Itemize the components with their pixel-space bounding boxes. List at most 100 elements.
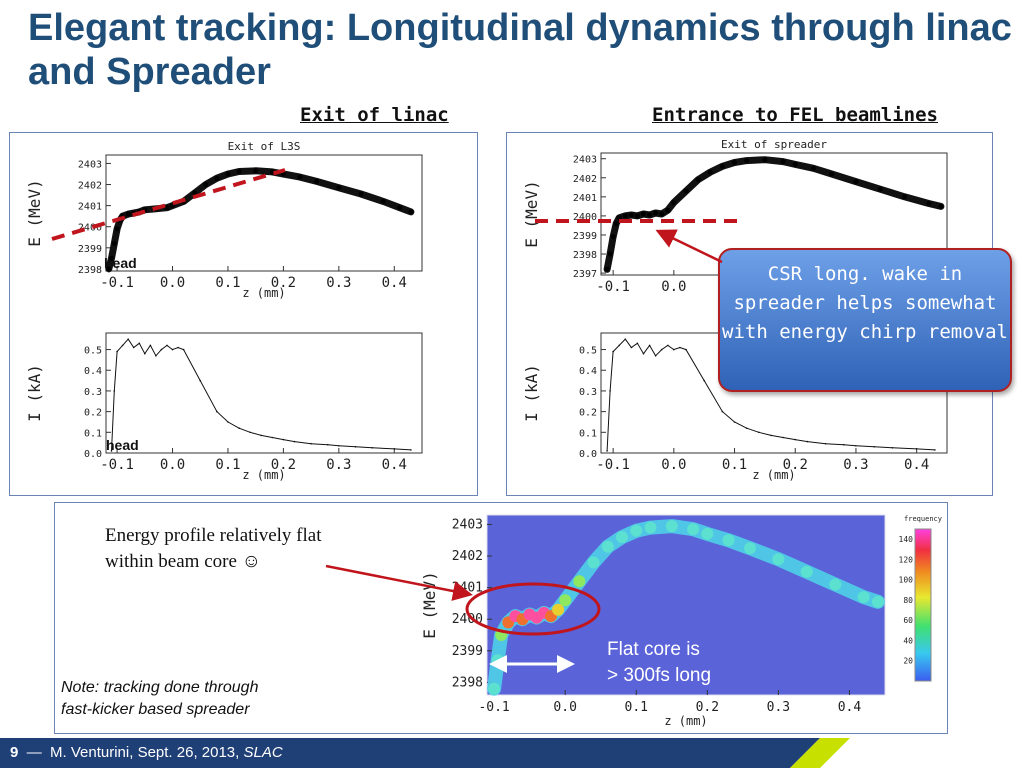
x-tick-label: 0.1 [215, 457, 240, 473]
phase-space-point [613, 221, 619, 226]
current-profile-point [703, 379, 705, 382]
current-profile-point [733, 421, 736, 423]
phase-space-point [336, 185, 342, 191]
y-tick-label: 2402 [452, 549, 483, 564]
phase-space-point [610, 234, 616, 240]
y-tick-label: 2402 [78, 181, 102, 192]
y-tick-label: 0.3 [579, 387, 597, 398]
current-profile-point [127, 338, 129, 340]
current-profile-point [630, 346, 633, 349]
phase-space-point [604, 266, 610, 272]
y-tick-label: 0.3 [84, 387, 102, 398]
x-tick-label: 0.4 [382, 457, 407, 473]
heatmap-cell [630, 524, 643, 537]
current-profile-point [371, 447, 373, 449]
current-profile-point [915, 448, 918, 450]
x-tick-label: 0.1 [625, 700, 648, 715]
energy-note-line1: Energy profile relatively flat [105, 525, 322, 546]
current-profile-point [293, 440, 296, 443]
phase-space-point [719, 163, 725, 169]
current-profile-point [216, 410, 218, 413]
core-highlight-ellipse [465, 582, 601, 636]
y-tick-label: 2400 [452, 612, 483, 627]
plot-frame [105, 332, 423, 454]
footer-bar [0, 738, 850, 768]
current-profile-point [155, 355, 157, 357]
current-profile-point [160, 348, 163, 351]
colorbar-tick-label: 120 [899, 555, 914, 564]
heatmap-cell [573, 575, 586, 588]
phase-space-point [164, 205, 170, 211]
phase-space-point [109, 255, 114, 261]
current-profile-point [249, 431, 251, 434]
x-axis-label: z (mm) [242, 286, 285, 300]
current-profile-point [660, 348, 663, 351]
chart-current-linac: -0.1 0.0 0.1 0.2 0.3 0.40.00.10.20.30.40.5z (… [25, 332, 423, 482]
current-profile-point [612, 350, 614, 353]
current-profile-point [177, 346, 179, 349]
current-profile-point [873, 446, 875, 448]
header-fel-entrance: Entrance to FEL beamlines [652, 104, 938, 126]
colorbar-label: frequency [904, 515, 942, 523]
current-profile-point [410, 449, 412, 451]
current-profile-point [934, 449, 936, 451]
phase-space-point [792, 161, 798, 167]
y-tick-label: 0.5 [84, 346, 102, 357]
phase-space-point [938, 203, 944, 209]
x-tick-label: 0.0 [160, 275, 185, 291]
current-profile-point [271, 436, 274, 439]
phase-space-point [380, 198, 386, 204]
current-profile-point [609, 390, 611, 392]
phase-space-point [926, 201, 932, 206]
x-tick-label: -0.1 [478, 700, 509, 715]
panel-linac: -0.1 0.0 0.1 0.2 0.3 0.4 2398 2399 2400 2401 2402 2… [9, 132, 478, 496]
phase-space-point [214, 175, 220, 181]
flat-core-line2: > 300fs long [607, 665, 712, 686]
x-tick-label: 0.0 [661, 457, 686, 473]
y-tick-label: 2401 [573, 193, 597, 204]
phase-space-point [297, 174, 303, 180]
x-tick-label: 0.3 [843, 457, 868, 473]
y-tick-label: 2397 [573, 269, 597, 280]
y-tick-label: 0.2 [84, 408, 102, 419]
y-tick-label: 0.1 [84, 428, 102, 439]
current-profile-point [624, 338, 627, 340]
current-profile-point [648, 344, 651, 347]
y-tick-label: 2398 [78, 265, 102, 276]
tracking-note-line1: Note: tracking done through [61, 679, 259, 696]
footer-text: 9 — M. Venturini, Sept. 26, 2013, SLAC [10, 744, 283, 761]
panel-heatmap: -0.1 0.0 0.1 0.2 0.3 0.4 2398 2399 2400 2401 2402 2… [54, 502, 948, 734]
plot-frame [105, 154, 423, 272]
x-axis-label: z (mm) [664, 714, 707, 728]
head-label-current: head [106, 437, 139, 453]
phase-space-point [762, 157, 768, 163]
y-axis-label: I (kA) [522, 364, 541, 422]
current-profile-point [642, 352, 645, 355]
current-profile-point [138, 342, 141, 345]
y-tick-label: 2401 [78, 202, 102, 213]
x-tick-label: 0.0 [661, 279, 686, 295]
current-profile-point [782, 436, 784, 439]
phase-space-point [695, 177, 701, 183]
phase-space-point [125, 211, 131, 217]
phase-space-point [203, 182, 209, 187]
footer-org: SLAC [243, 744, 283, 761]
chart-title: Exit of spreader [721, 138, 827, 151]
current-profile-point [132, 346, 135, 349]
head-label-energy: head [104, 255, 137, 271]
y-tick-label: 2403 [573, 155, 597, 166]
heatmap-cell [772, 553, 785, 566]
heatmap-cell [587, 556, 600, 569]
y-tick-label: 2399 [452, 644, 483, 659]
phase-space-point [225, 171, 231, 177]
y-tick-label: 0.5 [579, 346, 597, 357]
current-profile-point [673, 348, 675, 351]
slide-title: Elegant tracking: Longitudinal dynamics … [28, 7, 1012, 93]
colorbar-tick-label: 40 [903, 636, 913, 645]
phase-space-point [665, 207, 671, 213]
energy-note: Energy profile relatively flat within be… [105, 523, 321, 575]
phase-space-point [106, 266, 112, 272]
panel-heatmap-svg: -0.1 0.0 0.1 0.2 0.3 0.4239823992400240124022… [420, 514, 942, 728]
current-profile-point [843, 443, 845, 446]
y-tick-label: 2400 [78, 223, 102, 234]
